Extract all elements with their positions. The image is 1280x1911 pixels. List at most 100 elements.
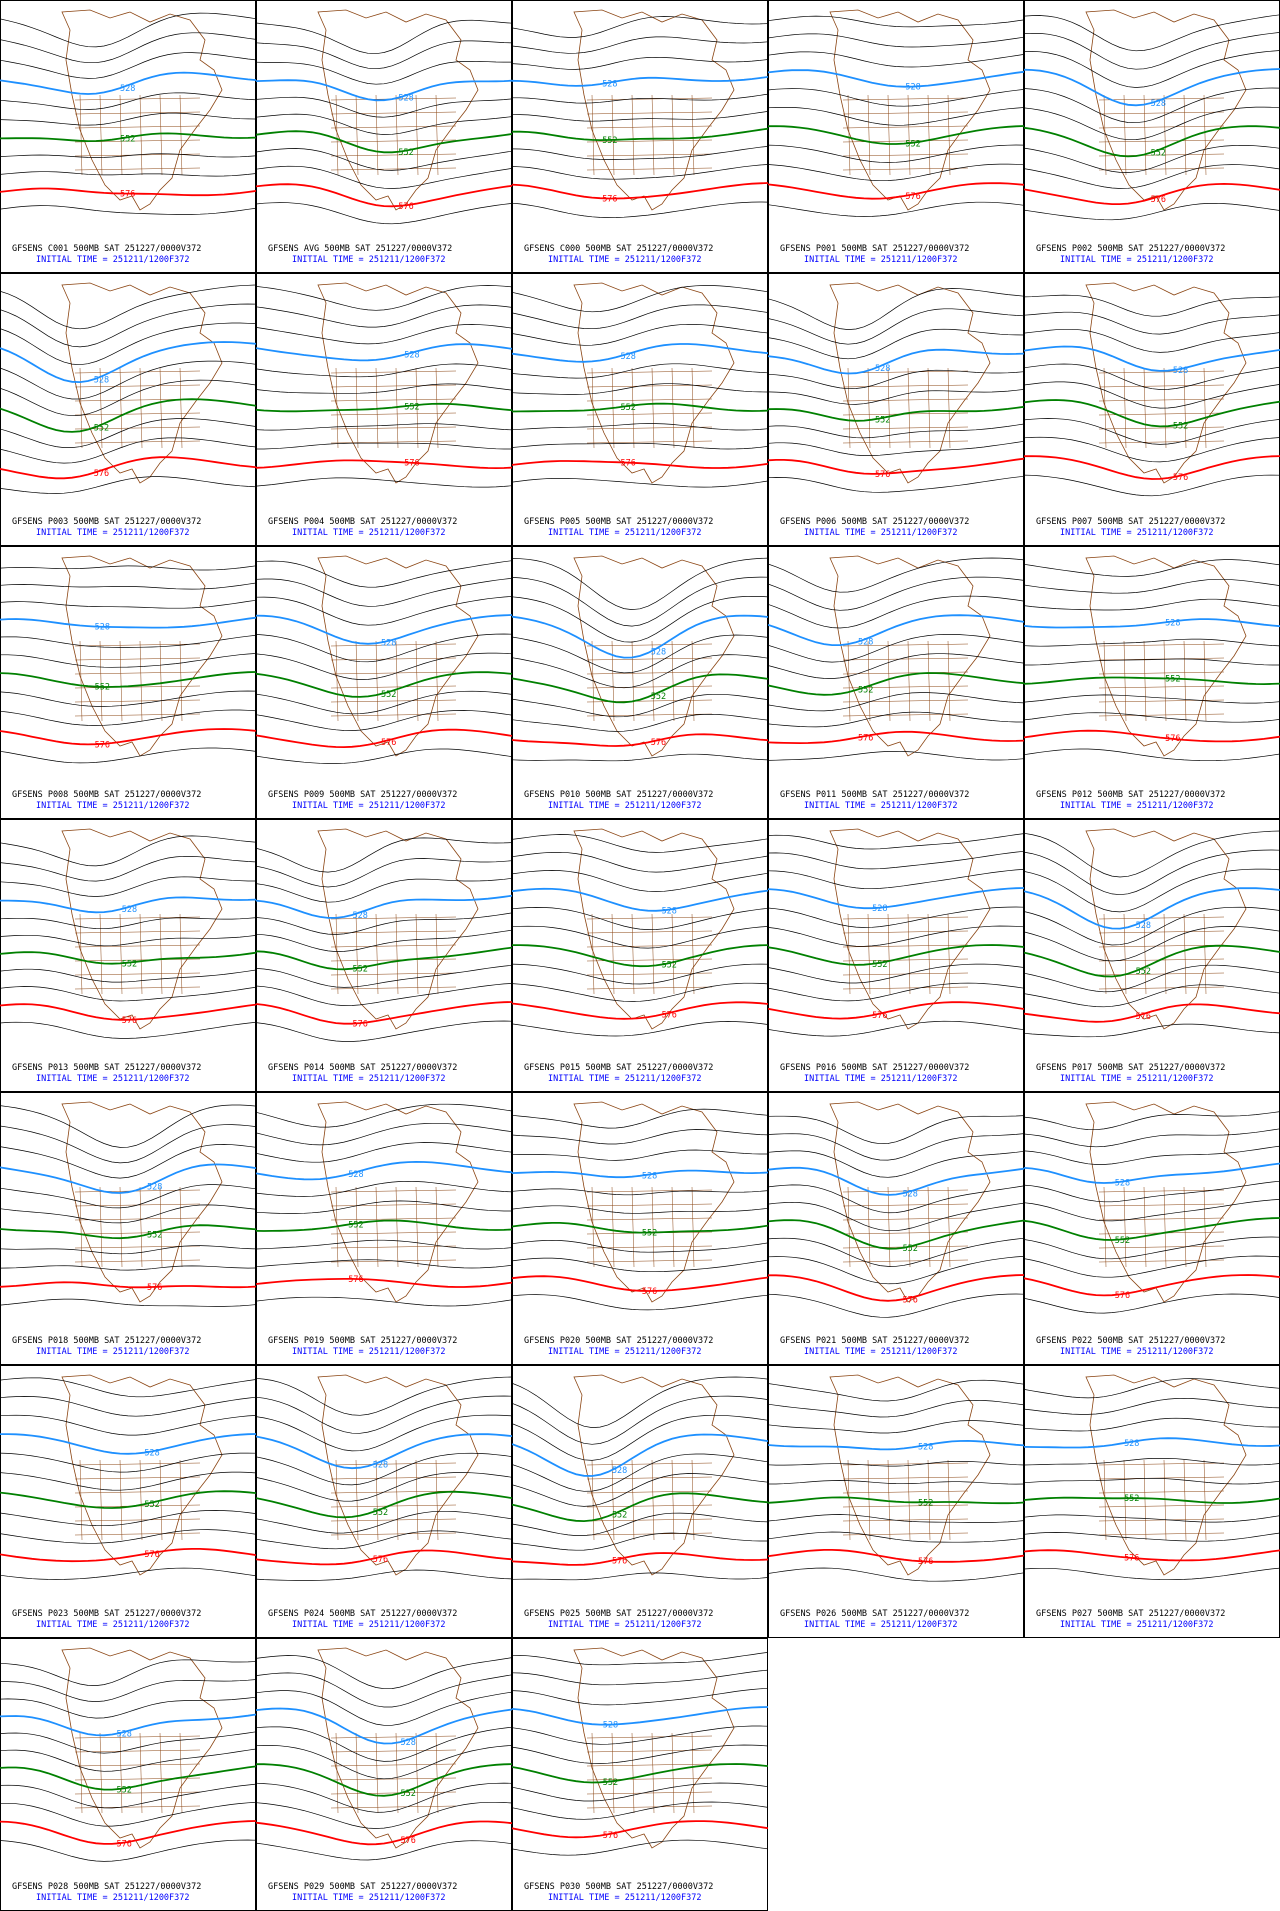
panel-init-time: INITIAL TIME = 251211/1200F372 — [292, 1074, 446, 1084]
contour — [256, 748, 512, 764]
contour — [512, 1294, 768, 1311]
highlight-contour — [0, 1433, 256, 1455]
contour — [256, 1395, 512, 1434]
contour-label: 576 — [621, 458, 636, 468]
state-border — [947, 1459, 951, 1541]
highlight-contour — [512, 1820, 768, 1839]
contour-label: 528 — [903, 1189, 918, 1199]
contour-label: 552 — [1115, 1236, 1130, 1246]
state-border — [586, 426, 713, 430]
contour — [512, 1801, 768, 1820]
state-border — [671, 94, 675, 176]
state-border — [119, 640, 123, 722]
panel-border — [512, 819, 768, 1092]
state-border — [842, 657, 969, 661]
panel-border — [512, 1092, 768, 1365]
contour — [0, 32, 256, 64]
contour — [1024, 106, 1280, 141]
land-outline — [573, 1101, 735, 1303]
highlight-contour — [256, 1160, 512, 1181]
map-panel: 528 552 576 GFSENS P027 500MB SAT 251227/00… — [1024, 1365, 1280, 1638]
contour-label: 576 — [918, 1557, 933, 1567]
contour — [256, 983, 512, 1006]
panel-title: GFSENS P015 500MB SAT 251227/0000V372 — [524, 1063, 713, 1073]
map-panel: 528 552 576 GFSENS P015 500MB SAT 251227/00… — [512, 819, 768, 1092]
contour-label: 552 — [903, 1244, 918, 1254]
panel-init-time: INITIAL TIME = 251211/1200F372 — [548, 1347, 702, 1357]
state-border — [586, 713, 713, 717]
state-border — [330, 370, 457, 374]
panel-title: GFSENS P024 500MB SAT 251227/0000V372 — [268, 1609, 457, 1619]
state-border — [1098, 111, 1225, 115]
contour — [768, 288, 1024, 330]
state-border — [591, 94, 595, 176]
state-border — [74, 384, 201, 388]
contour-label: 552 — [1136, 967, 1151, 977]
state-border — [415, 640, 419, 722]
contour — [1024, 1199, 1280, 1222]
contour — [0, 653, 256, 668]
panel-title: GFSENS P014 500MB SAT 251227/0000V372 — [268, 1063, 457, 1073]
caption-bg — [513, 1332, 767, 1364]
state-border — [395, 94, 399, 176]
state-border — [74, 1231, 201, 1235]
contour — [1024, 381, 1280, 409]
contour — [0, 1104, 256, 1148]
state-border — [927, 1186, 931, 1268]
state-border — [1103, 1186, 1107, 1268]
state-border — [586, 930, 713, 934]
state-border — [691, 1186, 695, 1268]
state-border — [355, 913, 359, 995]
highlight-contour — [256, 614, 512, 645]
state-border — [1143, 640, 1147, 722]
contour — [0, 1298, 256, 1307]
state-border — [842, 1490, 969, 1494]
contour — [256, 1020, 512, 1042]
state-border — [1183, 94, 1187, 176]
panel-title: GFSENS P018 500MB SAT 251227/0000V372 — [12, 1336, 201, 1346]
contour — [0, 1021, 256, 1039]
contour — [256, 19, 512, 55]
state-border — [867, 367, 871, 449]
contour — [512, 16, 768, 38]
contour-label: 576 — [401, 1836, 416, 1846]
state-border — [842, 167, 969, 171]
state-border — [586, 944, 713, 948]
state-border — [631, 1732, 635, 1814]
state-border — [74, 1763, 201, 1767]
contour — [1024, 638, 1280, 647]
contour — [0, 1204, 256, 1224]
contour — [0, 12, 256, 48]
contour-label: 528 — [858, 638, 873, 648]
map-panel: 528 552 576 GFSENS P007 500MB SAT 251227/00… — [1024, 273, 1280, 546]
state-border — [1143, 1186, 1147, 1268]
state-border — [1143, 94, 1147, 176]
state-border — [435, 1186, 439, 1268]
contour-label: 576 — [662, 1011, 677, 1021]
state-border — [586, 972, 713, 976]
contour-label: 576 — [1151, 195, 1166, 205]
state-border — [119, 94, 123, 176]
state-border — [842, 916, 969, 920]
contour-label: 576 — [1136, 1012, 1151, 1022]
contour — [0, 1696, 256, 1719]
contour-label: 576 — [398, 202, 413, 212]
state-border — [1163, 913, 1167, 995]
contour — [768, 982, 1024, 1002]
contour — [512, 963, 768, 985]
contour — [256, 837, 512, 873]
state-border — [1203, 94, 1207, 176]
contour — [0, 709, 256, 726]
contour-label: 528 — [401, 1738, 416, 1748]
state-border — [847, 1459, 851, 1541]
caption-bg — [1, 786, 255, 818]
contour — [256, 1142, 512, 1163]
contour — [1024, 1477, 1280, 1485]
contour — [1024, 1397, 1280, 1415]
state-border — [586, 1532, 713, 1536]
panel-title: GFSENS P004 500MB SAT 251227/0000V372 — [268, 517, 457, 527]
state-border — [1183, 1186, 1187, 1268]
state-border — [119, 1459, 123, 1541]
contour — [512, 1473, 768, 1507]
state-border — [74, 657, 201, 661]
